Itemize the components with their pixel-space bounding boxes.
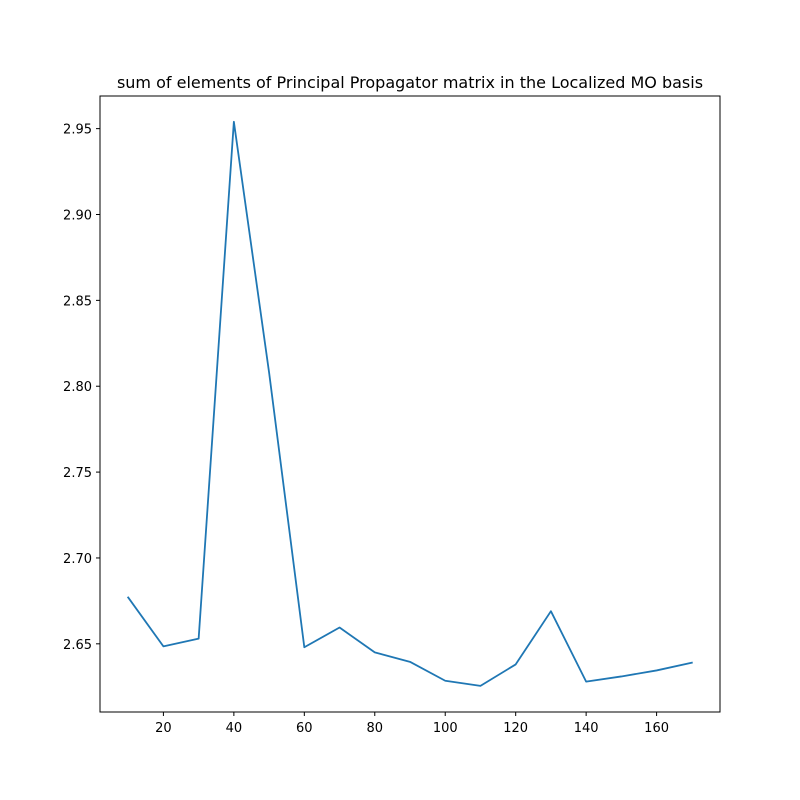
y-tick-label: 2.80	[63, 380, 92, 395]
y-tick-label: 2.70	[63, 552, 92, 567]
y-tick-label: 2.75	[63, 466, 92, 481]
y-tick-label: 2.95	[63, 123, 92, 138]
plot-frame	[99, 95, 721, 713]
x-tick-label: 40	[226, 721, 243, 736]
y-tick-label: 2.90	[63, 208, 92, 223]
x-tick-label: 20	[155, 721, 172, 736]
x-axis: 20 40 60 80 100 120 140 160	[155, 712, 669, 736]
plot-area	[126, 120, 693, 687]
x-tick-label: 60	[296, 721, 313, 736]
x-tick-label: 160	[644, 721, 669, 736]
y-axis: 2.65 2.70 2.75 2.80 2.85 2.90 2.95	[63, 123, 100, 653]
y-tick-label: 2.85	[63, 294, 92, 309]
x-tick-label: 100	[433, 721, 458, 736]
x-tick-label: 140	[574, 721, 599, 736]
x-tick-label: 120	[503, 721, 528, 736]
chart-title: sum of elements of Principal Propagator …	[117, 73, 703, 92]
series-line	[126, 120, 693, 687]
x-tick-label: 80	[366, 721, 383, 736]
y-tick-label: 2.65	[63, 638, 92, 653]
